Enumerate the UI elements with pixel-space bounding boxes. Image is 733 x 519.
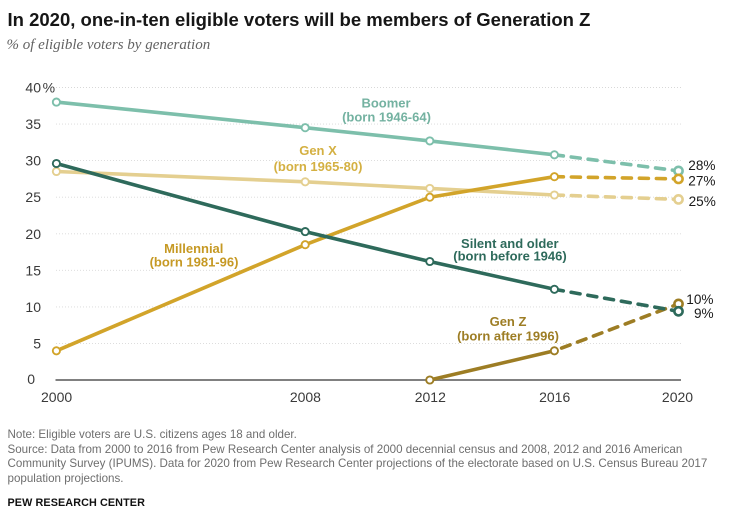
svg-text:2000: 2000 [41, 389, 72, 405]
svg-text:2008: 2008 [290, 389, 321, 405]
svg-text:25%: 25% [689, 194, 716, 209]
svg-text:30: 30 [25, 153, 41, 169]
svg-text:Silent and older: Silent and older [461, 236, 559, 251]
svg-text:28%: 28% [688, 158, 715, 173]
svg-text:10: 10 [25, 299, 41, 315]
svg-text:27%: 27% [688, 174, 715, 189]
svg-text:Gen X: Gen X [299, 143, 337, 158]
svg-text:2020: 2020 [662, 389, 693, 405]
svg-text:15: 15 [25, 262, 41, 278]
svg-text:9%: 9% [694, 306, 714, 321]
svg-text:5: 5 [33, 335, 41, 351]
svg-text:%: % [43, 80, 55, 96]
svg-text:40: 40 [25, 80, 41, 96]
svg-text:(born 1946-64): (born 1946-64) [342, 110, 431, 125]
svg-text:0: 0 [27, 371, 35, 387]
svg-text:(born after 1996): (born after 1996) [457, 329, 559, 344]
svg-text:Boomer: Boomer [361, 95, 410, 110]
svg-text:20: 20 [25, 226, 41, 242]
svg-text:(born 1981-96): (born 1981-96) [150, 255, 239, 270]
svg-text:25: 25 [25, 189, 41, 205]
svg-text:2016: 2016 [539, 389, 570, 405]
svg-text:2012: 2012 [415, 389, 446, 405]
svg-text:Millennial: Millennial [164, 241, 223, 256]
svg-text:(born before 1946): (born before 1946) [453, 249, 566, 264]
svg-text:(born 1965-80): (born 1965-80) [274, 159, 363, 174]
svg-text:Gen Z: Gen Z [490, 314, 527, 329]
svg-text:10%: 10% [686, 292, 713, 307]
svg-text:35: 35 [25, 116, 41, 132]
